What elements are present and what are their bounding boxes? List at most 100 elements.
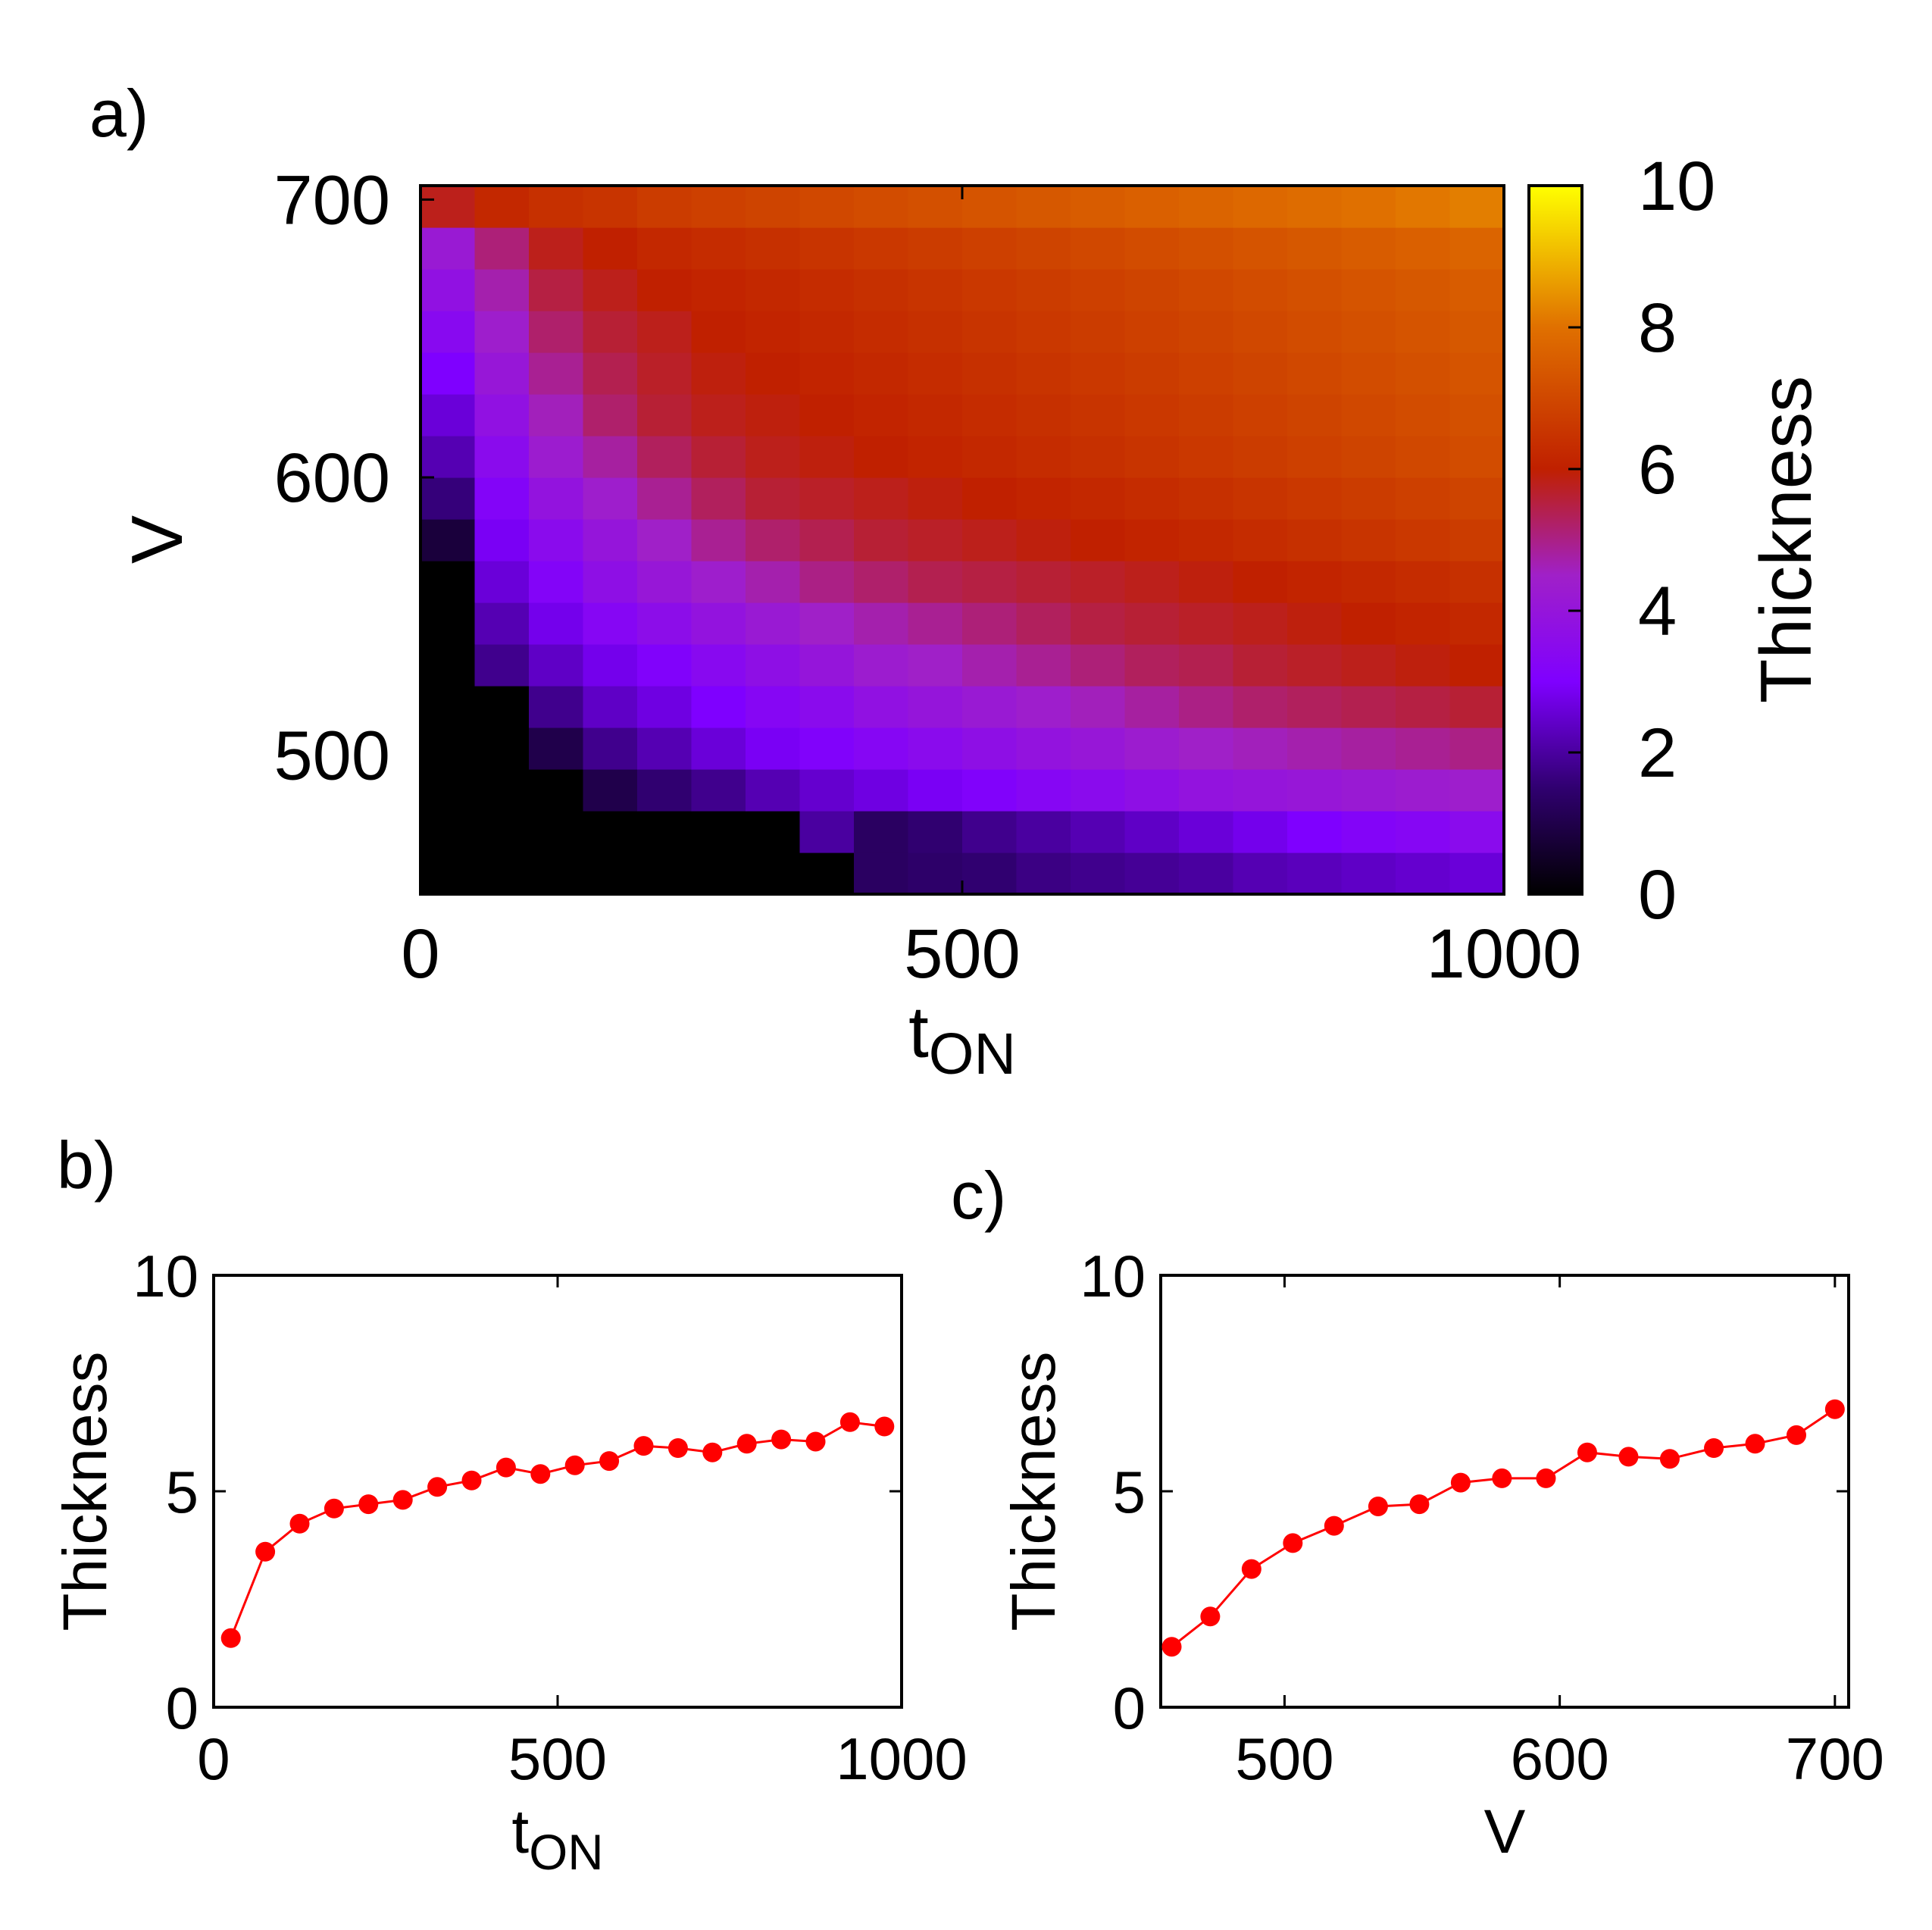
heatmap-cell xyxy=(962,727,1018,770)
heatmap-cell xyxy=(529,186,584,228)
colorbar-tick-label: 0 xyxy=(1638,856,1677,934)
heatmap-cell xyxy=(1071,477,1126,520)
heatmap-cell xyxy=(746,519,801,561)
heatmap-cell xyxy=(799,686,855,728)
line-c-x-ticks: 500 600 700 xyxy=(1235,1275,1884,1792)
heatmap-cell xyxy=(1396,852,1451,895)
heatmap-cell xyxy=(908,561,963,603)
heatmap-cell xyxy=(1016,477,1071,520)
heatmap-cell xyxy=(908,769,963,812)
heatmap-cells xyxy=(420,186,1505,895)
heatmap-cell xyxy=(908,477,963,520)
heatmap-cell xyxy=(1233,519,1288,561)
heatmap-cell xyxy=(962,269,1018,311)
heatmap-cell xyxy=(583,186,638,228)
heatmap-cell xyxy=(1449,561,1505,603)
heatmap-cell xyxy=(746,686,801,728)
heatmap-cell xyxy=(637,352,692,395)
heatmap-cell xyxy=(1287,352,1343,395)
heatmap-cell xyxy=(1287,269,1343,311)
line-c-y-axis-label: Thickness xyxy=(999,1351,1068,1631)
heatmap-cell xyxy=(1124,186,1180,228)
heatmap-cell xyxy=(583,686,638,728)
heatmap-cell xyxy=(529,561,584,603)
data-point xyxy=(874,1416,895,1437)
heatmap-cell xyxy=(908,519,963,561)
data-point xyxy=(667,1438,688,1458)
heatmap-cell xyxy=(1396,227,1451,270)
heatmap-cell xyxy=(474,727,530,770)
y-tick-label: 5 xyxy=(1113,1459,1146,1525)
heatmap-cell xyxy=(691,227,746,270)
heatmap-cell xyxy=(529,269,584,311)
heatmap-cell xyxy=(962,852,1018,895)
y-tick-label: 500 xyxy=(274,718,391,795)
heatmap-cell xyxy=(1341,852,1396,895)
panel-label-c: c) xyxy=(951,1158,1006,1233)
data-point xyxy=(1659,1449,1680,1469)
heatmap-y-axis-label: V xyxy=(117,515,198,564)
line-b-x-ticks: 0 500 1000 xyxy=(197,1275,968,1792)
heatmap-cell xyxy=(1287,394,1343,436)
heatmap-cell xyxy=(1341,436,1396,478)
heatmap-cell xyxy=(962,477,1018,520)
heatmap-cell xyxy=(1341,519,1396,561)
heatmap-cell xyxy=(637,227,692,270)
data-point xyxy=(1824,1399,1845,1419)
heatmap-cell xyxy=(420,811,476,853)
heatmap-cell xyxy=(799,227,855,270)
x-tick-label: 1000 xyxy=(1427,915,1582,993)
heatmap-cell xyxy=(1233,352,1288,395)
heatmap-cell xyxy=(854,477,909,520)
heatmap-cell xyxy=(962,561,1018,603)
heatmap-cell xyxy=(746,727,801,770)
heatmap-cell xyxy=(1179,852,1234,895)
heatmap-cell xyxy=(746,769,801,812)
heatmap-cell xyxy=(799,602,855,645)
heatmap-cell xyxy=(420,519,476,561)
heatmap-cell xyxy=(474,644,530,687)
heatmap-cell xyxy=(1124,519,1180,561)
heatmap-cell xyxy=(854,769,909,812)
heatmap-cell xyxy=(1449,394,1505,436)
heatmap-cell xyxy=(1341,727,1396,770)
heatmap-cell xyxy=(1124,352,1180,395)
heatmap-cell xyxy=(637,811,692,853)
line-b-x-axis-label: tON xyxy=(511,1797,603,1880)
heatmap-cell xyxy=(908,227,963,270)
heatmap-cell xyxy=(799,561,855,603)
heatmap-cell xyxy=(799,811,855,853)
heatmap-cell xyxy=(1233,227,1288,270)
heatmap-cell xyxy=(691,394,746,436)
heatmap-cell xyxy=(637,727,692,770)
heatmap-cell xyxy=(1341,227,1396,270)
heatmap-cell xyxy=(908,352,963,395)
heatmap-cell xyxy=(529,477,584,520)
heatmap-cell xyxy=(474,561,530,603)
heatmap-cell xyxy=(583,269,638,311)
heatmap-cell xyxy=(1233,269,1288,311)
heatmap-cell xyxy=(1233,852,1288,895)
heatmap-cell xyxy=(1124,644,1180,687)
heatmap-cell xyxy=(420,311,476,353)
heatmap-cell xyxy=(799,311,855,353)
heatmap-cell xyxy=(799,727,855,770)
data-point xyxy=(564,1455,585,1475)
heatmap-cell xyxy=(420,852,476,895)
heatmap-cell xyxy=(1016,769,1071,812)
data-point xyxy=(1786,1425,1806,1445)
heatmap-cell xyxy=(908,852,963,895)
heatmap-cell xyxy=(1016,602,1071,645)
heatmap-cell xyxy=(1016,686,1071,728)
heatmap-cell xyxy=(1124,686,1180,728)
heatmap-cell xyxy=(583,769,638,812)
data-point xyxy=(1618,1447,1639,1467)
y-tick-label: 0 xyxy=(166,1675,199,1741)
colorbar-ticks: 0 2 4 6 8 10 xyxy=(1568,148,1715,934)
heatmap-cell xyxy=(1124,602,1180,645)
heatmap-cell xyxy=(420,686,476,728)
heatmap-cell xyxy=(746,852,801,895)
heatmap-cell xyxy=(962,519,1018,561)
heatmap-cell xyxy=(691,602,746,645)
heatmap-cell xyxy=(1179,269,1234,311)
